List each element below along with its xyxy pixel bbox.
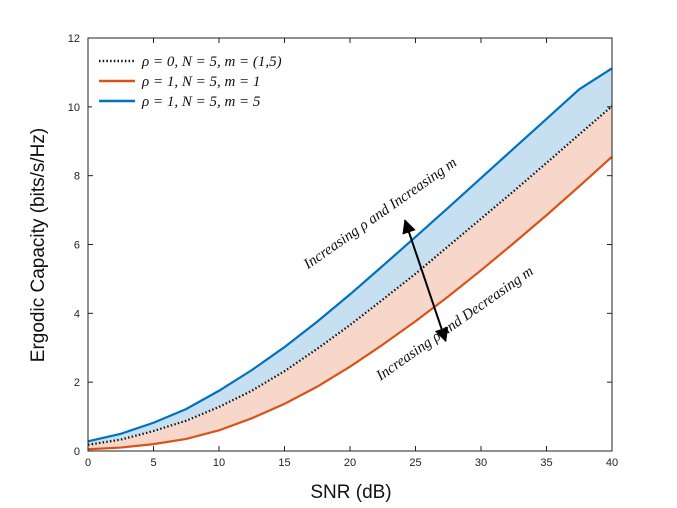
x-tick-label: 15 xyxy=(278,457,290,469)
shaded-band-1 xyxy=(88,68,612,445)
x-tick-label: 25 xyxy=(409,457,421,469)
x-axis: 0 5 10 15 20 25 30 35 40 xyxy=(85,38,618,469)
y-tick-label: 0 xyxy=(74,446,80,458)
legend-label-3: ρ = 1, N = 5, m = 5 xyxy=(141,94,261,110)
x-tick-label: 5 xyxy=(150,457,156,469)
y-axis-label: Ergodic Capacity (bits/s/Hz) xyxy=(28,128,49,362)
x-tick-label: 10 xyxy=(213,457,225,469)
series-line-1 xyxy=(87,105,613,446)
legend: ρ = 0, N = 5, m = (1,5) ρ = 1, N = 5, m =… xyxy=(92,43,350,121)
x-axis-label: SNR (dB) xyxy=(310,482,391,503)
series-line-3 xyxy=(87,67,613,443)
series-layer xyxy=(87,67,613,451)
legend-label-2: ρ = 1, N = 5, m = 1 xyxy=(141,74,260,90)
x-tick-label: 30 xyxy=(475,457,487,469)
y-tick-label: 10 xyxy=(68,102,80,114)
legend-label-1: ρ = 0, N = 5, m = (1,5) xyxy=(141,54,282,70)
y-tick-label: 6 xyxy=(74,240,80,252)
y-tick-label: 8 xyxy=(74,171,80,183)
x-tick-label: 0 xyxy=(85,457,91,469)
bands-layer xyxy=(88,68,612,450)
double-arrow xyxy=(402,219,449,343)
series-line-2 xyxy=(87,155,613,451)
x-tick-label: 40 xyxy=(606,457,618,469)
x-tick-label: 20 xyxy=(344,457,356,469)
y-tick-label: 4 xyxy=(74,308,80,320)
y-tick-label: 2 xyxy=(74,377,80,389)
y-tick-label: 12 xyxy=(68,33,80,45)
x-tick-label: 35 xyxy=(540,457,552,469)
y-axis: 0 2 4 6 8 10 12 xyxy=(68,33,612,458)
